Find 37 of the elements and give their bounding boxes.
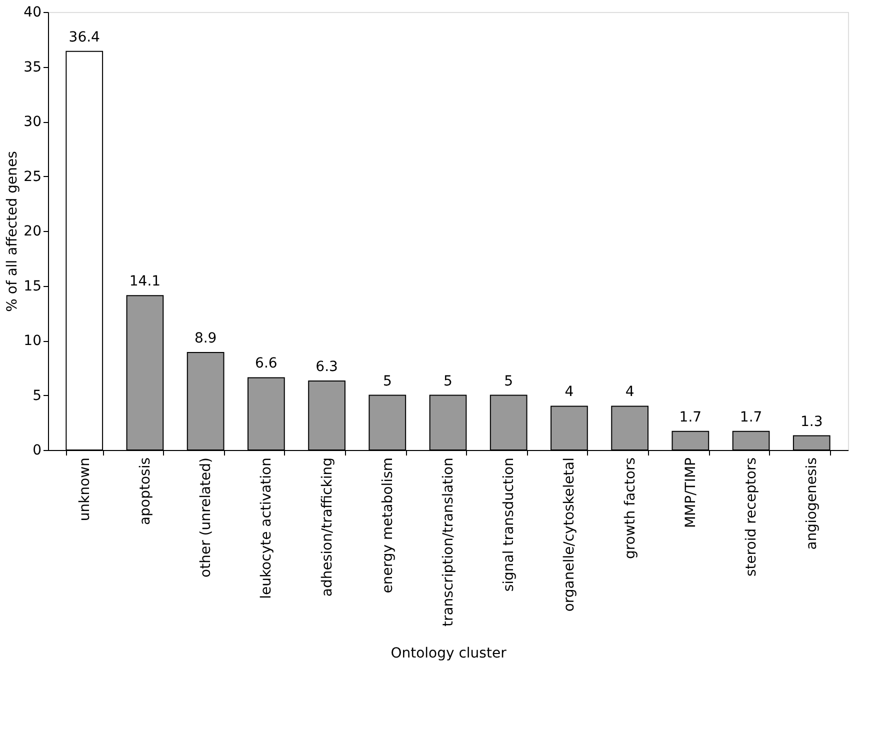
data-label: 4 xyxy=(564,384,574,400)
data-label: 1.7 xyxy=(740,409,762,426)
x-tick-label: angiogenesis xyxy=(804,458,820,550)
y-tick-label: 0 xyxy=(32,442,42,458)
x-tick-label: organelle/cytoskeletal xyxy=(562,458,578,612)
y-tick-label: 5 xyxy=(32,388,42,404)
y-tick-label: 30 xyxy=(24,114,42,130)
data-label: 6.6 xyxy=(255,356,278,372)
x-tick-label: growth factors xyxy=(622,458,638,559)
y-tick-label: 20 xyxy=(24,224,42,240)
x-axis-title: Ontology cluster xyxy=(390,646,507,662)
data-label: 1.7 xyxy=(679,409,702,426)
y-tick-label: 40 xyxy=(24,4,42,20)
x-tick-label: transcription/translation xyxy=(440,458,456,627)
x-tick-label: MMP/TIMP xyxy=(682,458,699,528)
x-tick-label: signal transduction xyxy=(501,458,518,592)
data-label: 5 xyxy=(444,373,452,390)
y-tick-label: 35 xyxy=(24,59,42,76)
x-tick-label: energy metabolism xyxy=(380,458,396,594)
x-tick-label: unknown xyxy=(76,458,93,522)
y-tick-label: 15 xyxy=(24,278,42,294)
x-tick-label: apoptosis xyxy=(137,458,154,525)
x-tick-label: other (unrelated) xyxy=(198,458,214,578)
data-label: 14.1 xyxy=(129,274,161,290)
x-tick-label: leukocyte activation xyxy=(258,458,275,599)
y-axis-title: % of all affected genes xyxy=(4,151,21,312)
data-label: 4 xyxy=(625,384,634,400)
data-label: 5 xyxy=(382,373,392,390)
data-label: 5 xyxy=(504,373,514,390)
data-label: 8.9 xyxy=(194,330,217,347)
data-label: 1.3 xyxy=(800,414,823,430)
data-label: 36.4 xyxy=(68,29,100,46)
x-tick-label: steroid receptors xyxy=(744,458,760,576)
y-tick-label: 10 xyxy=(24,333,42,349)
y-tick-label: 25 xyxy=(24,168,42,185)
data-label: 6.3 xyxy=(316,359,338,376)
x-tick-label: adhesion/trafficking xyxy=(319,458,336,597)
